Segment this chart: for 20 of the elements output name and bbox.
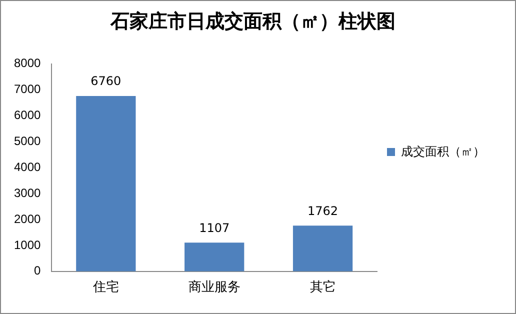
y-tick-label: 8000 (14, 56, 42, 70)
y-tick-label: 6000 (14, 108, 42, 122)
x-tick-label: 住宅 (92, 278, 119, 294)
y-tick-label: 4000 (14, 160, 42, 174)
chart-title: 石家庄市日成交面积（㎡）柱状图 (110, 10, 396, 32)
data-label: 6760 (90, 74, 122, 88)
y-tick-label: 0 (34, 264, 42, 278)
y-tick-label: 1000 (14, 238, 42, 252)
y-tick-label: 2000 (14, 212, 42, 226)
legend-label: 成交面积（㎡） (401, 144, 485, 158)
bar (76, 96, 136, 272)
data-label: 1107 (199, 220, 230, 235)
x-tick-label: 商业服务 (188, 278, 240, 294)
bar (292, 226, 353, 272)
x-tick-label: 其它 (310, 278, 336, 294)
y-tick-label: 7000 (14, 82, 42, 96)
bar (184, 242, 244, 272)
y-tick-label: 5000 (14, 134, 42, 148)
data-label: 1762 (308, 204, 338, 218)
y-tick-label: 3000 (14, 186, 42, 200)
